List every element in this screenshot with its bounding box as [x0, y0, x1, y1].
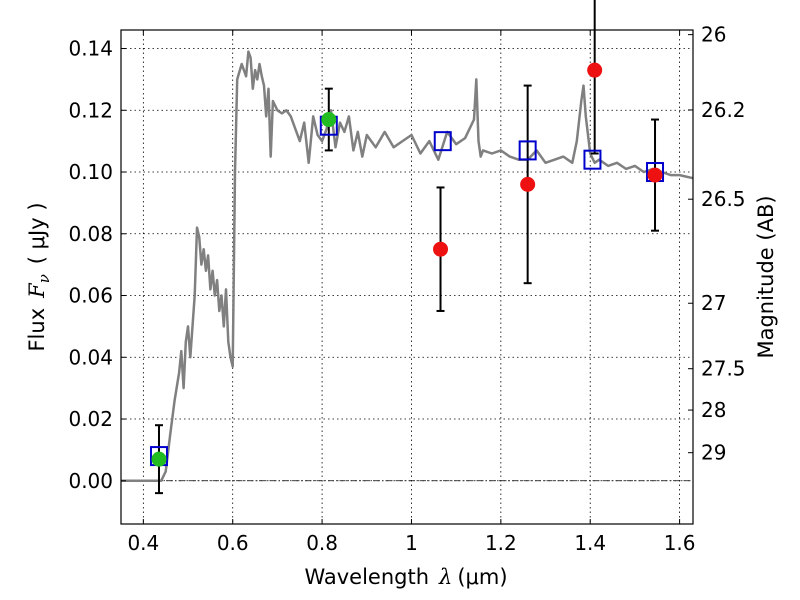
y-tick-label: 0.02: [68, 407, 113, 431]
measurement-point: [433, 241, 449, 257]
x-tick-label: 1.4: [574, 531, 606, 555]
x-axis-title: Wavelength λ (μm): [304, 565, 507, 589]
x-tick-label: 1.6: [664, 531, 696, 555]
detection-point: [321, 112, 337, 128]
plot-frame: [120, 29, 694, 525]
y2-tick-label: 28: [701, 398, 726, 422]
y-tick-label: 0.12: [68, 98, 113, 122]
model-photometry-square: [433, 131, 452, 152]
x-tick-label: 0.4: [127, 531, 159, 555]
sed-curve-layer: [121, 50, 694, 483]
measurement-point: [520, 176, 536, 192]
y2-tick-label: 26.2: [701, 98, 746, 122]
y2-tick-label: 27: [701, 291, 726, 315]
data-point-layer: [151, 62, 663, 467]
y-tick-label: 0.14: [68, 37, 113, 61]
model-photometry-square: [583, 149, 602, 170]
x-tick-label: 0.6: [217, 531, 249, 555]
y-tick-label: 0.04: [68, 345, 113, 369]
x-tick-label: 1.2: [485, 531, 517, 555]
y-tick-label: 0.00: [68, 469, 113, 493]
y-axis-title: FluxFν( μJy ): [25, 202, 53, 351]
y2-tick-label: 26.5: [701, 187, 746, 211]
measurement-point: [647, 167, 663, 183]
y2-tick-label: 27.5: [701, 357, 746, 381]
y2-tick-label: 29: [701, 441, 726, 465]
measurement-point: [587, 62, 603, 78]
y2-axis-title: Magnitude (AB): [754, 195, 778, 358]
x-tick-label: 0.8: [306, 531, 338, 555]
sed-model-curve: [121, 50, 694, 483]
detection-point: [151, 451, 167, 467]
tick-layer: 0.4 0.6 0.8 1 1.2 1.4 1.6 0.00 0.02 0.04 0.06 0.08 0…: [68, 23, 745, 555]
x-tick-label: 1: [405, 531, 418, 555]
model-photometry-square: [518, 140, 537, 161]
y2-tick-label: 26: [701, 23, 726, 47]
y-tick-label: 0.08: [68, 222, 113, 246]
y-tick-label: 0.10: [68, 160, 113, 184]
y-tick-label: 0.06: [68, 284, 113, 308]
